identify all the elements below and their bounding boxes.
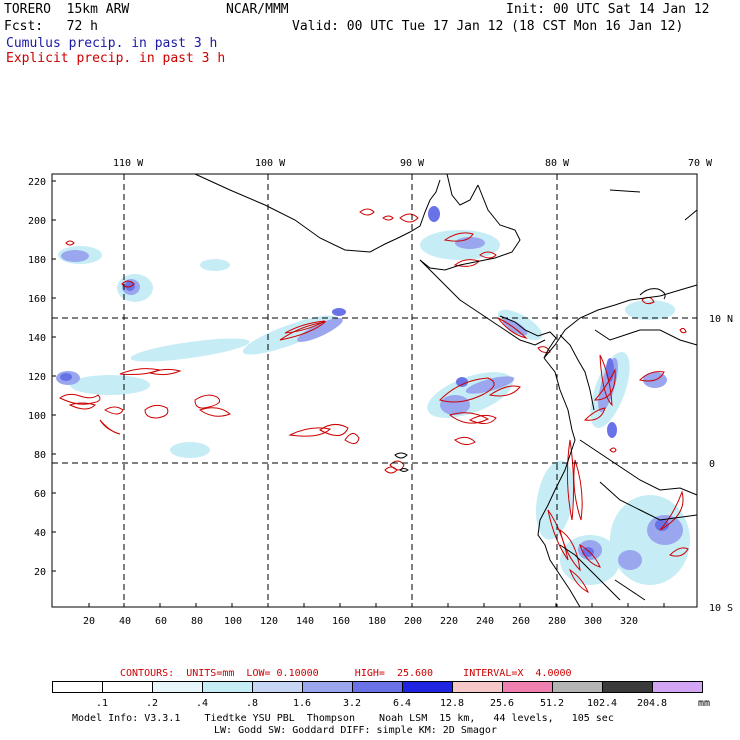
x-tick-label: 180 — [368, 616, 386, 627]
y-tick-label: 160 — [28, 294, 46, 305]
model-info-physics: LW: Godd SW: Goddard DIFF: simple KM: 2D… — [214, 725, 497, 736]
x-tick-label: 80 — [191, 616, 203, 627]
precipitation-map: 110 W 100 W 90 W 80 W 70 W 10 N 0 10 S 2… — [28, 158, 733, 627]
colorbar-swatch — [102, 681, 153, 693]
organization: NCAR/MMM — [226, 2, 289, 17]
colorbar-swatch — [202, 681, 253, 693]
x-tick-label: 200 — [404, 616, 422, 627]
y-tick-label: 100 — [28, 411, 46, 422]
valid-time: Valid: 00 UTC Tue 17 Jan 12 (18 CST Mon … — [292, 19, 684, 34]
colorbar-unit: mm — [698, 698, 711, 709]
lon-label: 70 W — [688, 158, 713, 169]
colorbar-label: .4 — [195, 698, 209, 709]
y-tick-label: 120 — [28, 372, 46, 383]
forecast-hour: Fcst: 72 h — [4, 19, 98, 34]
x-tick-label: 20 — [83, 616, 95, 627]
x-tick-label: 100 — [224, 616, 242, 627]
colorbar-swatch — [252, 681, 303, 693]
x-tick-label: 300 — [584, 616, 602, 627]
colorbar-label: .2 — [145, 698, 159, 709]
model-info: Model Info: V3.3.1 Tiedtke YSU PBL Thomp… — [72, 713, 614, 724]
colorbar-swatch — [152, 681, 203, 693]
y-tick-label: 200 — [28, 216, 46, 227]
colorbar-label: 1.6 — [292, 698, 312, 709]
x-tick-label: 120 — [260, 616, 278, 627]
x-tick-label: 320 — [620, 616, 638, 627]
lat-label: 10 S — [709, 603, 733, 614]
colorbar-label: 6.4 — [392, 698, 412, 709]
lon-label: 100 W — [255, 158, 286, 169]
lat-label: 10 N — [709, 314, 733, 325]
y-tick-label: 180 — [28, 255, 46, 266]
x-tick-label: 140 — [296, 616, 314, 627]
colorbar-swatch — [652, 681, 703, 693]
y-tick-label: 220 — [28, 177, 46, 188]
x-tick-label: 240 — [476, 616, 494, 627]
colorbar-swatch — [302, 681, 353, 693]
colorbar-label: .1 — [95, 698, 109, 709]
field-explicit-label: Explicit precip. in past 3 h — [6, 51, 226, 66]
y-tick-label: 60 — [34, 489, 46, 500]
colorbar-label: .8 — [245, 698, 259, 709]
colorbar-label: 12.8 — [439, 698, 465, 709]
x-tick-label: 280 — [548, 616, 566, 627]
colorbar-swatch — [502, 681, 553, 693]
colorbar-swatch — [402, 681, 453, 693]
lon-label: 110 W — [113, 158, 144, 169]
y-tick-label: 20 — [34, 567, 46, 578]
x-tick-label: 160 — [332, 616, 350, 627]
contours-info: CONTOURS: UNITS=mm LOW= 0.10000 HIGH= 25… — [120, 668, 572, 679]
lat-lon-grid — [52, 174, 697, 607]
colorbar-label: 102.4 — [586, 698, 618, 709]
colorbar-label: 204.8 — [636, 698, 668, 709]
x-tick-label: 260 — [512, 616, 530, 627]
x-tick-label: 40 — [119, 616, 131, 627]
lat-label: 0 — [709, 459, 715, 470]
map-frame — [51, 173, 698, 608]
colorbar-label: 51.2 — [539, 698, 565, 709]
lon-label: 80 W — [545, 158, 570, 169]
colorbar-swatch — [52, 681, 103, 693]
init-time: Init: 00 UTC Sat 14 Jan 12 — [506, 2, 710, 17]
field-cumulus-label: Cumulus precip. in past 3 h — [6, 36, 218, 51]
colorbar-swatch — [352, 681, 403, 693]
x-tick-label: 60 — [155, 616, 167, 627]
colorbar-label: 3.2 — [342, 698, 362, 709]
y-tick-label: 140 — [28, 333, 46, 344]
colorbar-label: 25.6 — [489, 698, 515, 709]
colorbar-swatch — [602, 681, 653, 693]
x-tick-label: 220 — [440, 616, 458, 627]
explicit-precip-contours — [59, 208, 689, 594]
colorbar-swatch — [552, 681, 603, 693]
y-tick-label: 80 — [34, 450, 46, 461]
coastlines — [194, 173, 698, 608]
lon-label: 90 W — [400, 158, 425, 169]
colorbar-swatch — [452, 681, 503, 693]
model-name: TORERO 15km ARW — [4, 2, 130, 17]
y-tick-label: 40 — [34, 528, 46, 539]
